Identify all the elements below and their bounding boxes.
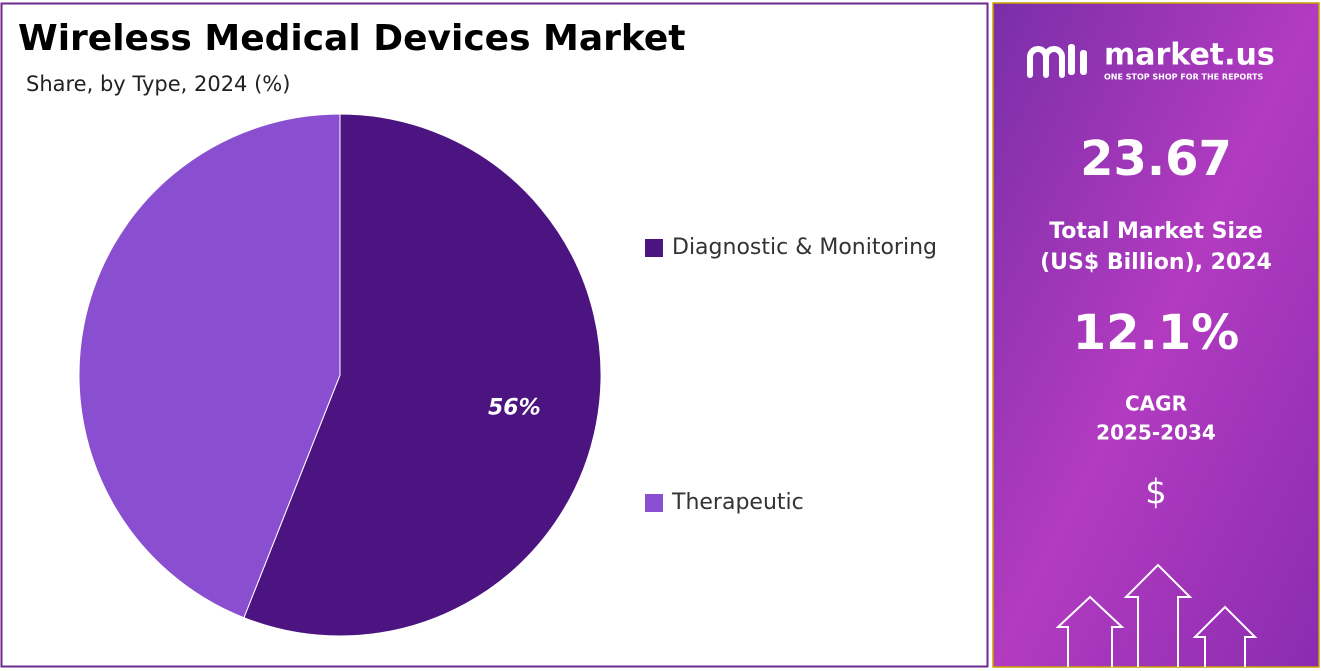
data-label: 56% — [488, 395, 541, 420]
legend-swatch — [645, 239, 663, 257]
info-panel — [992, 2, 1320, 668]
chart-title: Wireless Medical Devices Market — [18, 18, 686, 59]
market-size-label: (US$ Billion), 2024 — [1040, 250, 1272, 275]
pie-slice — [78, 113, 341, 619]
legend-label: Diagnostic & Monitoring — [672, 235, 937, 260]
legend: Diagnostic & Monitoring Therapeutic — [645, 235, 937, 515]
cagr-label: 2025-2034 — [1096, 421, 1216, 445]
chart-subtitle: Share, by Type, 2024 (%) — [26, 72, 290, 96]
logo-mark — [1027, 46, 1065, 78]
legend-label: Therapeutic — [671, 490, 804, 515]
market-size: 23.67 — [1080, 131, 1232, 187]
logo-mark — [1068, 44, 1075, 75]
pie-slice — [243, 113, 602, 637]
logo: market.us ONE STOP SHOP FOR THE REPORTS — [1027, 38, 1275, 82]
market-size-label: Total Market Size — [1049, 219, 1263, 244]
currency-icon: $ — [1145, 473, 1167, 513]
logo-mark — [1080, 50, 1087, 75]
legend-swatch — [645, 494, 663, 512]
logo-text: market.us — [1104, 38, 1275, 73]
tagline: ONE STOP SHOP FOR THE REPORTS — [1104, 73, 1263, 82]
pie: 56% — [78, 113, 602, 637]
cagr-label: CAGR — [1125, 392, 1187, 416]
cagr: 12.1% — [1073, 305, 1240, 361]
arrows — [1055, 563, 1258, 667]
